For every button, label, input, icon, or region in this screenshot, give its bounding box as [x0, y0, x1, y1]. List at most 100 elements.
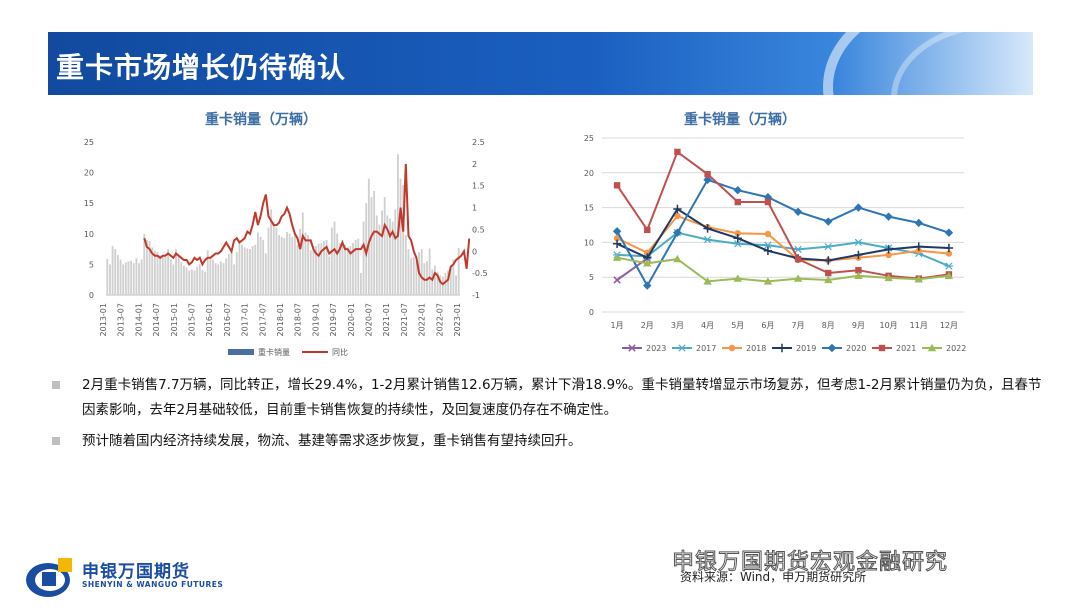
bar	[352, 242, 354, 295]
bar	[433, 265, 436, 295]
bar	[428, 248, 431, 295]
bar	[362, 221, 365, 295]
data-point	[827, 343, 837, 353]
data-point	[793, 274, 803, 282]
yoy-line	[143, 163, 471, 286]
bar	[185, 267, 188, 295]
x-tick-label: 3月	[671, 321, 684, 330]
data-point	[777, 343, 787, 353]
bar	[249, 249, 251, 295]
bar	[190, 269, 193, 295]
right-chart: 0 5 10 15 20 25 1月 2月 3月 4月 5月 6月 7月 8月 9月 10月 11月 12月 202…	[584, 134, 967, 353]
data-point	[734, 230, 741, 237]
legend-swatch-bar	[228, 349, 254, 355]
data-point	[612, 239, 622, 248]
company-logo-icon	[26, 558, 72, 597]
data-point	[914, 242, 923, 251]
data-point	[825, 269, 832, 277]
bar	[420, 249, 423, 295]
bar	[333, 221, 336, 295]
x-tick-label: 2018-01	[276, 303, 285, 336]
x-tick-label: 1月	[611, 321, 624, 330]
bar	[254, 244, 257, 295]
data-point	[733, 186, 742, 195]
bar	[320, 242, 323, 295]
bar	[455, 275, 457, 295]
data-point	[944, 228, 954, 237]
bar	[230, 252, 233, 295]
x-tick-label: 11月	[910, 321, 928, 330]
bar	[212, 259, 214, 295]
bar	[396, 154, 399, 295]
bullet-square-icon	[52, 437, 60, 445]
y-tick-label: 15	[584, 204, 594, 213]
data-point	[613, 235, 621, 242]
right-chart-title: 重卡销量（万辆）	[684, 112, 796, 128]
x-tick-label: 2023-01	[453, 303, 462, 336]
bar	[169, 259, 172, 295]
data-point	[613, 182, 621, 189]
bar	[238, 239, 241, 295]
bar	[441, 276, 444, 295]
data-point	[885, 251, 892, 259]
bar	[259, 236, 262, 295]
data-point	[824, 256, 833, 265]
bar	[175, 249, 177, 295]
right-y-tick-label: -0.5	[472, 269, 488, 278]
x-tick-label: 2014-07	[152, 303, 161, 336]
left-y-tick-label: 0	[89, 291, 94, 300]
bar	[367, 178, 370, 295]
bar	[116, 255, 119, 295]
bar	[251, 246, 254, 295]
series-line	[616, 214, 949, 262]
bar	[402, 184, 405, 295]
data-point	[878, 344, 886, 352]
bar	[312, 246, 315, 295]
bar	[288, 233, 291, 295]
right-y-tick-label: 1	[472, 204, 477, 213]
bar	[336, 233, 339, 295]
data-point	[854, 250, 863, 260]
x-tick-label: 2013-01	[99, 303, 108, 336]
bar	[119, 259, 122, 295]
bar	[159, 255, 162, 295]
bar	[304, 232, 307, 295]
bar	[143, 233, 146, 295]
bar	[264, 253, 267, 295]
bar	[114, 249, 117, 295]
data-point	[944, 271, 954, 280]
y-tick-label: 5	[589, 273, 594, 282]
bar	[222, 263, 225, 295]
data-point	[733, 240, 742, 248]
data-point	[673, 254, 682, 263]
data-point	[944, 262, 954, 270]
legend-label: 2021	[896, 344, 916, 353]
x-tick-label: 4月	[701, 321, 714, 330]
bar	[140, 259, 143, 295]
bar	[188, 270, 191, 295]
bar	[325, 239, 328, 295]
bar	[426, 261, 428, 295]
series-line	[616, 150, 950, 280]
bar	[338, 242, 341, 295]
bar	[293, 232, 296, 295]
series-line	[616, 178, 950, 288]
data-point	[944, 243, 954, 253]
data-point	[793, 245, 803, 253]
data-point	[793, 207, 803, 216]
data-point	[854, 238, 863, 247]
bar	[315, 246, 317, 295]
y-tick-label: 0	[589, 308, 594, 317]
wechat-watermark: 申银万国期货宏观金融研究	[671, 550, 949, 576]
right-y-tick-label: 0.5	[472, 225, 485, 234]
x-tick-label: 2013-07	[117, 303, 126, 336]
bar	[365, 203, 368, 295]
legend-label: 2018	[746, 344, 766, 353]
data-point	[763, 277, 773, 285]
bar	[309, 250, 312, 295]
bar	[452, 259, 455, 295]
data-point	[734, 198, 741, 206]
data-source: 资料来源：Wind，申万期货研究所	[680, 570, 867, 584]
bar	[227, 253, 230, 295]
bar	[109, 264, 111, 295]
